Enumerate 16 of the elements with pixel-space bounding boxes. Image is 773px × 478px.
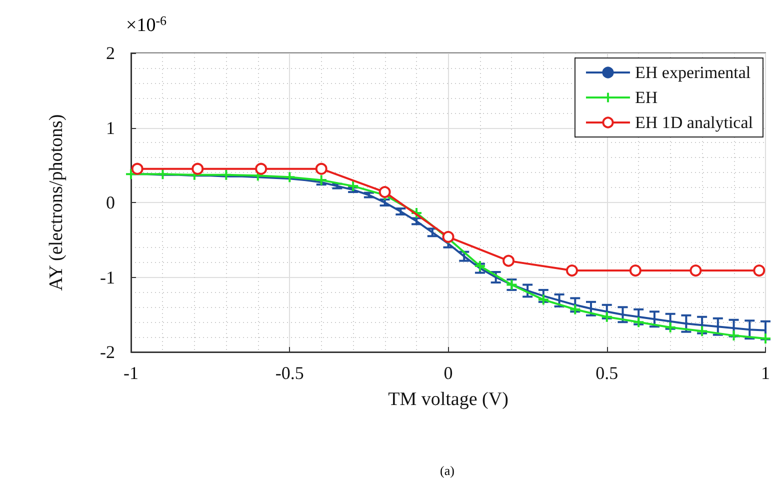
- text: (a): [440, 463, 454, 478]
- y-tick-label: 1: [106, 118, 115, 138]
- y-tick-label: -2: [100, 342, 115, 362]
- x-tick-label: 0: [444, 363, 453, 383]
- x-tick-label: 0.5: [596, 363, 618, 383]
- legend-label: EH experimental: [634, 63, 751, 82]
- x-axis-title: TM voltage (V): [388, 389, 508, 410]
- x-tick-label: -0.5: [275, 363, 304, 383]
- x-tick-label: -1: [124, 363, 138, 383]
- y-axis-title: AY (electrons/photons): [46, 114, 67, 291]
- y-tick-label: 2: [106, 43, 115, 63]
- y-tick-label: -1: [100, 267, 115, 288]
- legend-label: EH: [634, 88, 658, 107]
- legend-label: EH 1D analytical: [634, 113, 754, 132]
- x-tick-label: 1: [761, 363, 770, 383]
- y-tick-label: 0: [106, 192, 115, 212]
